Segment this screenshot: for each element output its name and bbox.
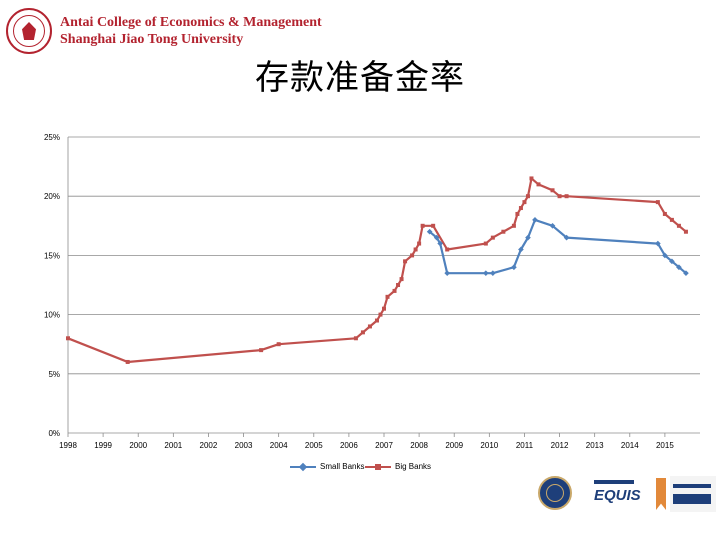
- data-point-big-banks: [683, 229, 688, 234]
- legend-label-small-banks: Small Banks: [320, 462, 365, 471]
- data-point-big-banks: [483, 241, 488, 246]
- data-point-small-banks: [444, 270, 451, 276]
- legend-label-big-banks: Big Banks: [395, 462, 432, 471]
- x-tick-label: 2004: [270, 441, 288, 450]
- data-point-big-banks: [396, 283, 401, 287]
- data-point-big-banks: [399, 277, 404, 282]
- data-point-small-banks: [525, 234, 531, 241]
- equis-badge-icon: EQUIS: [588, 474, 641, 512]
- header-logo: Antai College of Economics & Management …: [6, 8, 322, 54]
- data-point-small-banks: [563, 234, 570, 241]
- page-title: 存款准备金率: [255, 58, 465, 98]
- data-point-big-banks: [259, 348, 264, 353]
- data-point-big-banks: [557, 194, 562, 199]
- data-point-small-banks: [437, 240, 444, 247]
- data-point-big-banks: [367, 324, 372, 329]
- data-point-small-banks: [662, 252, 668, 259]
- series-line-big-banks: [67, 177, 687, 364]
- data-point-big-banks: [536, 182, 541, 187]
- y-tick-label: 0%: [48, 429, 60, 438]
- data-point-big-banks: [392, 288, 397, 293]
- data-point-big-banks: [676, 223, 681, 228]
- legend-marker-small-banks: [298, 462, 308, 472]
- data-point-big-banks: [66, 336, 70, 341]
- data-point-big-banks: [431, 223, 436, 228]
- x-tick-label: 2001: [164, 441, 182, 450]
- data-point-big-banks: [522, 200, 527, 205]
- school-name: Antai College of Economics & Management …: [60, 14, 322, 48]
- data-point-small-banks: [655, 240, 661, 247]
- data-point-big-banks: [564, 194, 569, 199]
- x-tick-label: 2010: [480, 441, 498, 450]
- data-point-small-banks: [490, 270, 496, 276]
- data-point-big-banks: [385, 294, 390, 299]
- legend-marker-big-banks: [375, 464, 381, 470]
- chart-tick-labels: 0% 5% 10% 15% 20% 25% 1998 1999 2000 2001 2002 2003…: [44, 133, 674, 450]
- x-tick-label: 2000: [129, 441, 147, 450]
- x-tick-label: 2005: [305, 441, 323, 450]
- x-tick-label: 2015: [656, 441, 674, 450]
- data-point-big-banks: [501, 229, 506, 234]
- data-point-big-banks: [490, 235, 495, 240]
- data-point-big-banks: [525, 194, 530, 199]
- data-point-big-banks: [445, 247, 450, 252]
- aacsb-badge-icon: [538, 476, 572, 510]
- y-tick-label: 5%: [48, 370, 60, 379]
- data-point-big-banks: [417, 241, 422, 246]
- x-tick-label: 2011: [516, 441, 534, 450]
- data-point-big-banks: [550, 188, 555, 193]
- chart-series: [66, 176, 689, 364]
- data-point-small-banks: [676, 264, 682, 271]
- data-point-big-banks: [403, 259, 408, 264]
- data-point-small-banks: [683, 270, 689, 276]
- y-tick-label: 10%: [44, 311, 60, 320]
- data-point-big-banks: [410, 253, 415, 258]
- x-tick-label: 2003: [235, 441, 253, 450]
- data-point-small-banks: [669, 258, 675, 265]
- data-point-small-banks: [549, 222, 556, 229]
- data-point-big-banks: [515, 211, 520, 216]
- x-tick-label: 2008: [410, 441, 428, 450]
- data-point-big-banks: [125, 359, 130, 364]
- chart-legend: Small Banks Big Banks: [0, 460, 720, 476]
- data-point-small-banks: [433, 234, 440, 241]
- data-point-big-banks: [374, 318, 379, 323]
- data-point-big-banks: [420, 223, 425, 228]
- school-name-line2: Shanghai Jiao Tong University: [60, 32, 244, 47]
- x-tick-label: 2007: [375, 441, 393, 450]
- x-tick-label: 2009: [445, 441, 463, 450]
- x-tick-label: 2014: [621, 441, 639, 450]
- data-point-big-banks: [378, 312, 383, 317]
- data-point-big-banks: [518, 206, 523, 211]
- data-point-big-banks: [511, 223, 516, 228]
- data-point-big-banks: [382, 306, 386, 311]
- data-point-big-banks: [353, 336, 358, 341]
- data-point-big-banks: [655, 200, 660, 205]
- data-point-big-banks: [662, 211, 667, 216]
- amba-badge-icon: [656, 474, 716, 514]
- x-tick-label: 2006: [340, 441, 358, 450]
- data-point-small-banks: [482, 270, 489, 276]
- y-tick-label: 20%: [44, 192, 60, 201]
- x-tick-label: 1998: [59, 441, 77, 450]
- data-point-big-banks: [360, 330, 365, 335]
- data-point-small-banks: [511, 264, 517, 271]
- data-point-small-banks: [426, 228, 433, 235]
- chart-axes: [67, 137, 700, 437]
- data-point-big-banks: [276, 342, 281, 347]
- sjtu-seal-icon: [6, 8, 52, 54]
- data-point-big-banks: [529, 176, 534, 181]
- data-point-big-banks: [669, 217, 674, 222]
- x-tick-label: 2013: [586, 441, 604, 450]
- line-chart: 0% 5% 10% 15% 20% 25% 1998 1999 2000 2001 2002 2003…: [44, 133, 700, 450]
- y-tick-label: 25%: [44, 133, 60, 142]
- data-point-small-banks: [532, 217, 538, 223]
- x-tick-label: 2002: [200, 441, 218, 450]
- x-tick-label: 2012: [551, 441, 569, 450]
- chart-gridlines: [68, 136, 700, 375]
- y-tick-label: 15%: [44, 251, 60, 260]
- x-tick-label: 1999: [94, 441, 112, 450]
- data-point-big-banks: [413, 247, 418, 252]
- school-name-line1: Antai College of Economics & Management: [60, 15, 322, 30]
